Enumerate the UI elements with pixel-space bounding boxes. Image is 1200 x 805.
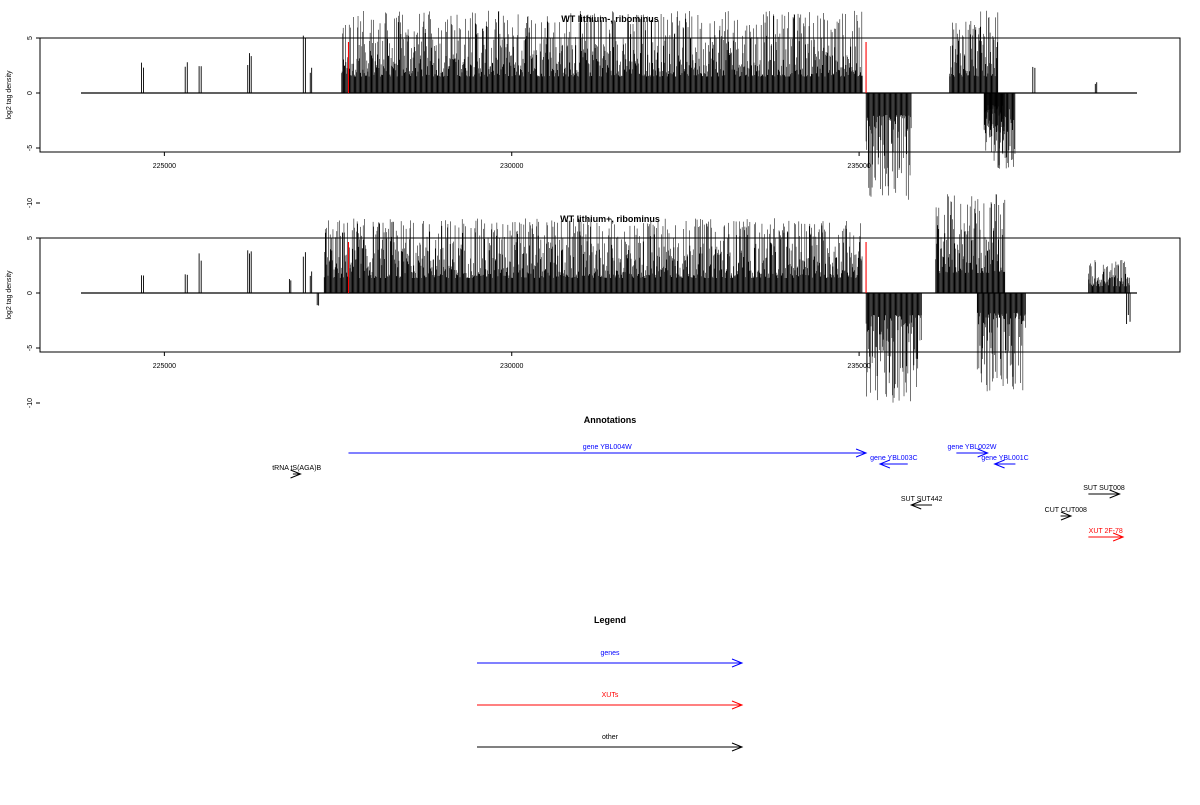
legend-label: other — [602, 734, 619, 741]
y-tick-label: -10 — [27, 398, 34, 408]
annotation-arrow-head — [909, 500, 922, 510]
annotation-xut-2f-78: XUT 2F-78 — [1088, 528, 1125, 542]
legend-items: genes XUTs other — [477, 650, 744, 752]
annotation-sut-sut442: SUT SUT442 — [901, 496, 943, 510]
x-tick-label: 235000 — [847, 363, 870, 370]
legend-item-other: other — [477, 734, 744, 752]
y-tick-label: 5 — [27, 236, 34, 240]
y-tick-label: 0 — [27, 91, 34, 95]
track-title: WT lithium-, ribominus — [561, 14, 659, 24]
x-tick-label: 235000 — [847, 163, 870, 170]
annotation-cut-cut008: CUT CUT008 — [1045, 507, 1087, 521]
legend-panel: Legend genes XUTs other — [477, 615, 744, 752]
y-tick-label: 5 — [27, 36, 34, 40]
annotation-arrow-head — [1109, 489, 1121, 499]
track-title: WT lithium+, ribominus — [560, 214, 660, 224]
track-panel-2: WT lithium+, ribominus log2 tag density -1… — [6, 194, 1181, 408]
legend-title: Legend — [594, 615, 626, 625]
y-axis-label: log2 tag density — [6, 270, 13, 320]
y-tick-label: 0 — [27, 291, 34, 295]
annotation-arrow-head — [855, 448, 868, 458]
legend-arrow-head — [731, 742, 744, 752]
annotation-label: gene YBL001C — [981, 455, 1028, 462]
x-tick-label: 230000 — [500, 363, 523, 370]
annotations-title: Annotations — [584, 415, 637, 425]
signal-bars — [140, 194, 1131, 403]
legend-label: genes — [600, 650, 620, 657]
legend-label: XUTs — [602, 692, 619, 699]
annotation-label: tRNA tS(AGA)B — [272, 465, 321, 472]
legend-item-xuts: XUTs — [477, 692, 744, 710]
x-tick-label: 225000 — [153, 363, 176, 370]
legend-arrow-head — [731, 700, 744, 710]
annotation-label: SUT SUT442 — [901, 496, 943, 503]
annotation-gene-ybl004w: gene YBL004W — [348, 444, 868, 458]
annotation-label: gene YBL004W — [583, 444, 632, 451]
legend-item-genes: genes — [477, 650, 744, 668]
y-tick-label: -5 — [27, 145, 34, 151]
annotation-arrow-head — [993, 459, 1005, 469]
annotation-arrow-head — [1060, 511, 1073, 521]
signal-bars — [140, 10, 1098, 200]
y-axis-label: log2 tag density — [6, 70, 13, 120]
annotation-label: XUT 2F-78 — [1089, 528, 1123, 535]
y-tick-label: -5 — [27, 345, 34, 351]
track-panels: WT lithium-, ribominus log2 tag density -1… — [6, 10, 1181, 408]
annotation-arrow-head — [1112, 532, 1125, 542]
x-tick-label: 230000 — [500, 163, 523, 170]
annotation-label: gene YBL002W — [948, 444, 997, 451]
annotation-gene-ybl001c: gene YBL001C — [981, 455, 1029, 469]
annotation-sut-sut008: SUT SUT008 — [1083, 485, 1125, 499]
annotation-gene-ybl002w: gene YBL002W — [948, 444, 997, 458]
annotation-arrow-head — [290, 469, 302, 479]
annotation-gene-ybl003c: gene YBL003C — [870, 455, 918, 469]
annotation-items: gene YBL004W gene YBL003C gene YBL002W gene… — [272, 444, 1125, 542]
annotation-label: gene YBL003C — [870, 455, 917, 462]
annotation-label: CUT CUT008 — [1045, 507, 1087, 514]
annotation-arrow-head — [878, 459, 891, 469]
annotation-trna-ts-aga-b: tRNA tS(AGA)B — [272, 465, 322, 479]
annotation-arrow-head — [977, 448, 989, 458]
annotation-label: SUT SUT008 — [1083, 485, 1125, 492]
y-tick-label: -10 — [27, 198, 34, 208]
x-tick-label: 225000 — [153, 163, 176, 170]
legend-arrow-head — [731, 658, 744, 668]
track-panel-1: WT lithium-, ribominus log2 tag density -1… — [6, 10, 1181, 208]
